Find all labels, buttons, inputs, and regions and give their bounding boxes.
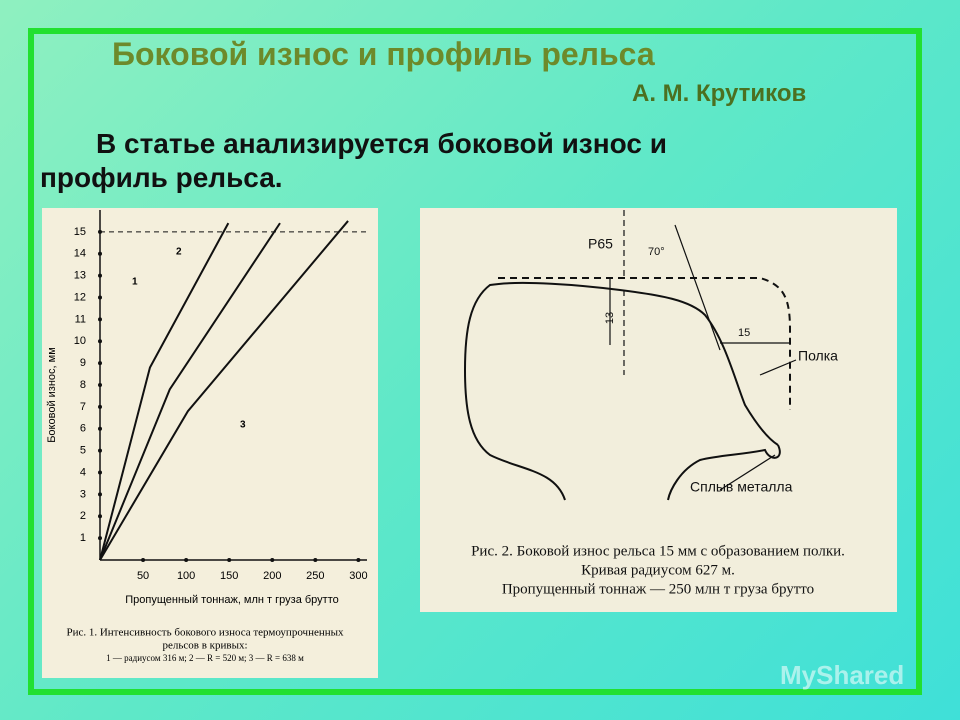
dimension-line — [609, 224, 790, 351]
y-tick-label: 11 — [75, 313, 86, 325]
rail-profile — [463, 281, 779, 501]
series-line — [99, 222, 281, 561]
series-line — [99, 222, 230, 561]
x-tick-label: 150 — [220, 570, 238, 582]
diagram-label: Полка — [798, 348, 838, 364]
figure-1 — [42, 208, 378, 678]
diagram-label: Пропущенный тоннаж — 250 млн т груза бру… — [502, 581, 814, 597]
original-profile — [498, 277, 791, 410]
lead: В статье анализируется боковой износ и — [96, 128, 667, 159]
y-tick-label: 7 — [80, 401, 86, 413]
caption: рельсов в кривых: — [162, 640, 247, 652]
watermark: MyShared — [780, 660, 905, 690]
tick-mark — [98, 383, 102, 387]
diagram-label: 70° — [648, 246, 665, 258]
diagram-label: Сплыв металла — [690, 479, 793, 495]
tick-mark — [356, 558, 361, 562]
tick-mark — [98, 251, 102, 256]
y-axis-label: Боковой износ, мм — [46, 347, 58, 443]
leader-line — [719, 359, 797, 491]
x-axis-label: Пропущенный тоннаж, млн т груза брутто — [125, 594, 338, 606]
figure-2 — [420, 208, 897, 612]
tick-mark — [98, 536, 102, 541]
caption: Рис. 1. Интенсивность бокового износа те… — [66, 627, 344, 639]
tick-mark — [98, 404, 102, 409]
tick-mark — [270, 558, 275, 562]
tick-mark — [98, 492, 102, 497]
tick-mark — [98, 273, 102, 278]
series-line — [99, 220, 349, 561]
y-tick-label: 3 — [80, 488, 86, 500]
tick-mark — [98, 361, 102, 366]
rail-profile — [667, 444, 781, 501]
tick-mark — [98, 426, 102, 431]
tick-mark — [227, 558, 232, 562]
diagram-label: Кривая радиусом 627 м. — [581, 562, 735, 578]
y-tick-label: 12 — [74, 291, 86, 303]
author: А. М. Крутиков — [632, 80, 807, 107]
x-tick-label: 300 — [349, 570, 367, 582]
y-tick-label: 2 — [80, 510, 86, 522]
x-tick-label: 250 — [306, 570, 324, 582]
diagram-label: 13 — [604, 312, 616, 324]
diagram: Р65 70° 13 15 Полка Сплыв металла Рис. 2. Боко… — [463, 210, 845, 597]
title: Боковой износ и профиль рельса — [112, 36, 655, 72]
series-label: 2 — [176, 247, 182, 258]
y-tick-label: 9 — [80, 357, 86, 369]
lead: профиль рельса. — [40, 162, 283, 193]
y-tick-label: 15 — [74, 226, 86, 238]
y-tick-label: 1 — [80, 532, 86, 544]
x-tick-label: 50 — [137, 570, 149, 582]
y-tick-label: 10 — [74, 335, 86, 347]
diagram-label: 15 — [738, 327, 750, 339]
series-label: 1 — [132, 277, 138, 288]
y-tick-label: 8 — [80, 379, 86, 391]
tick-mark — [184, 558, 189, 562]
tick-mark — [98, 295, 102, 300]
frame — [28, 28, 922, 695]
tick-mark — [98, 339, 102, 344]
tick-mark — [98, 470, 102, 475]
y-tick-label: 6 — [80, 423, 86, 435]
tick-mark — [313, 558, 318, 562]
tick-mark — [98, 317, 102, 322]
y-tick-label: 5 — [80, 445, 86, 457]
y-tick-label: 13 — [74, 270, 86, 282]
diagram-label: Рис. 2. Боковой износ рельса 15 мм с обр… — [471, 543, 845, 559]
tick-mark — [141, 558, 146, 562]
x-tick-label: 100 — [177, 570, 195, 582]
diagram-label: Р65 — [588, 236, 613, 252]
y-tick-label: 4 — [80, 466, 86, 478]
caption: 1 — радиусом 316 м; 2 — R = 520 м; 3 — R… — [106, 653, 304, 663]
tick-mark — [98, 514, 102, 519]
y-tick-label: 14 — [74, 248, 86, 260]
tick-mark — [98, 448, 102, 453]
x-tick-label: 200 — [263, 570, 281, 582]
series-label: 3 — [240, 420, 246, 431]
